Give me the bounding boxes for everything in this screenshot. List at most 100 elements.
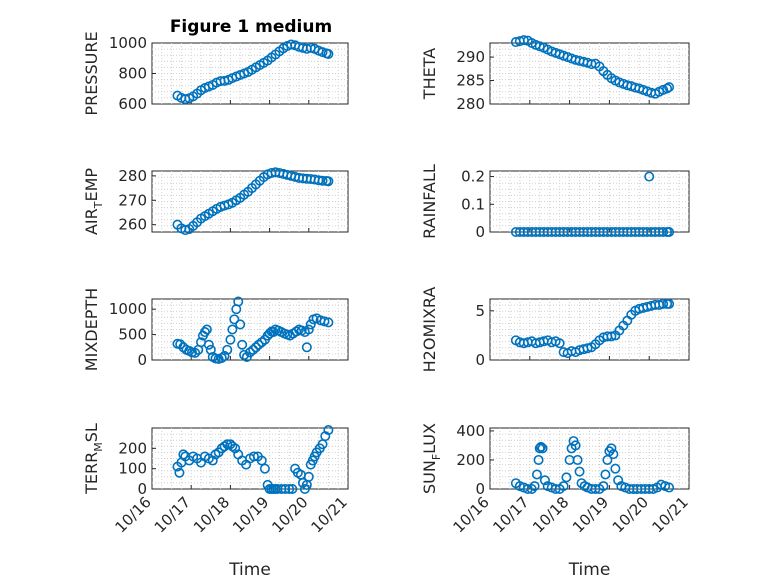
x-tick-label: 10/19 xyxy=(229,493,272,536)
data-point xyxy=(529,481,540,492)
data-point xyxy=(664,227,675,238)
data-point xyxy=(531,469,542,480)
data-point xyxy=(205,344,216,355)
data-point xyxy=(256,455,267,466)
data-point xyxy=(570,440,581,451)
data-point xyxy=(178,449,189,460)
y-tick-label: 500 xyxy=(118,326,147,344)
data-point xyxy=(561,472,572,483)
data-point xyxy=(301,342,312,353)
y-tick-label: 800 xyxy=(118,65,147,83)
series-points xyxy=(510,171,675,238)
data-point xyxy=(203,339,214,350)
y-tick-label: 400 xyxy=(456,422,485,440)
data-point xyxy=(534,443,545,454)
data-point xyxy=(598,481,609,492)
subplot-1: 600 800 1000 PRESSURE xyxy=(82,31,349,116)
series-points xyxy=(172,296,334,364)
data-point xyxy=(323,425,334,436)
subplot-4: 0 0.1 0.2 RAINFALL xyxy=(420,164,690,241)
data-point xyxy=(303,324,314,335)
series-points xyxy=(172,425,334,494)
y-tick-label: 260 xyxy=(118,216,147,234)
data-point xyxy=(229,314,240,325)
data-point xyxy=(199,327,210,338)
figure-title: Figure 1 medium xyxy=(170,17,332,37)
data-point xyxy=(319,316,330,327)
data-point xyxy=(259,463,270,474)
series-points xyxy=(510,298,675,359)
data-point xyxy=(222,344,233,355)
subplot-2: 280 285 290 THETA xyxy=(420,35,690,113)
data-point xyxy=(574,466,585,477)
data-point xyxy=(664,298,675,309)
data-point xyxy=(600,469,611,480)
y-tick-label: 280 xyxy=(118,167,147,185)
data-point xyxy=(606,331,617,342)
y-axis-label: THETA xyxy=(420,48,439,100)
x-axis-label: Time xyxy=(568,560,611,580)
data-point xyxy=(287,483,298,494)
data-point xyxy=(305,319,316,330)
data-point xyxy=(662,83,673,94)
y-axis-label: AIRTEMP xyxy=(82,168,105,235)
data-point xyxy=(664,82,675,93)
y-tick-label: 0 xyxy=(137,351,147,369)
data-point xyxy=(554,338,565,349)
grid-lines xyxy=(152,43,348,104)
data-point xyxy=(558,481,569,492)
data-point xyxy=(174,467,185,478)
y-axis-label: RAINFALL xyxy=(420,164,439,239)
x-tick-label: 10/19 xyxy=(569,493,612,536)
data-point xyxy=(227,324,238,335)
data-point xyxy=(284,483,295,494)
y-tick-label: 0 xyxy=(137,480,147,498)
data-point xyxy=(606,443,617,454)
data-point xyxy=(644,171,655,182)
x-tick-label: 10/20 xyxy=(609,493,652,536)
grid-lines xyxy=(490,171,689,232)
y-tick-label: 200 xyxy=(118,439,147,457)
y-tick-label: 285 xyxy=(456,72,485,90)
data-point xyxy=(526,483,537,494)
x-tick-label: 10/16 xyxy=(450,493,493,536)
series-points xyxy=(172,167,334,236)
y-axis-label: SUNFLUX xyxy=(420,423,443,494)
y-tick-label: 600 xyxy=(118,95,147,113)
series-points xyxy=(172,39,334,105)
subplot-6: 0 5 H2OMIXRA xyxy=(420,287,690,372)
x-tick-label: 10/18 xyxy=(190,493,233,536)
y-tick-label: 270 xyxy=(118,191,147,209)
y-tick-label: 280 xyxy=(456,95,485,113)
data-point xyxy=(175,339,186,350)
x-tick-label: 10/17 xyxy=(151,493,194,536)
y-tick-label: 200 xyxy=(456,451,485,469)
subplot-5: 0 500 1000 MIXDEPTH xyxy=(82,288,349,371)
y-tick-label: 0.2 xyxy=(461,168,485,186)
data-point xyxy=(248,344,259,355)
data-point xyxy=(207,455,218,466)
data-point xyxy=(608,449,619,460)
data-point xyxy=(222,439,233,450)
x-tick-label: 10/20 xyxy=(268,493,311,536)
series-points xyxy=(510,436,675,494)
data-point xyxy=(582,343,593,354)
data-point xyxy=(658,227,669,238)
y-tick-label: 1000 xyxy=(109,34,147,52)
x-axis-label: Time xyxy=(228,560,271,580)
x-tick-label: 10/18 xyxy=(529,493,572,536)
y-tick-label: 1000 xyxy=(109,300,147,318)
x-tick-label: 10/17 xyxy=(489,493,532,536)
y-axis-label: PRESSURE xyxy=(82,31,101,115)
y-tick-label: 0 xyxy=(475,480,485,498)
y-tick-label: 0.1 xyxy=(461,195,485,213)
data-point xyxy=(533,454,544,465)
series-points xyxy=(510,35,675,99)
data-point xyxy=(216,352,227,363)
data-point xyxy=(239,349,250,360)
data-point xyxy=(180,225,191,236)
data-point xyxy=(658,298,669,309)
data-point xyxy=(235,319,246,330)
grid-lines xyxy=(490,299,689,360)
